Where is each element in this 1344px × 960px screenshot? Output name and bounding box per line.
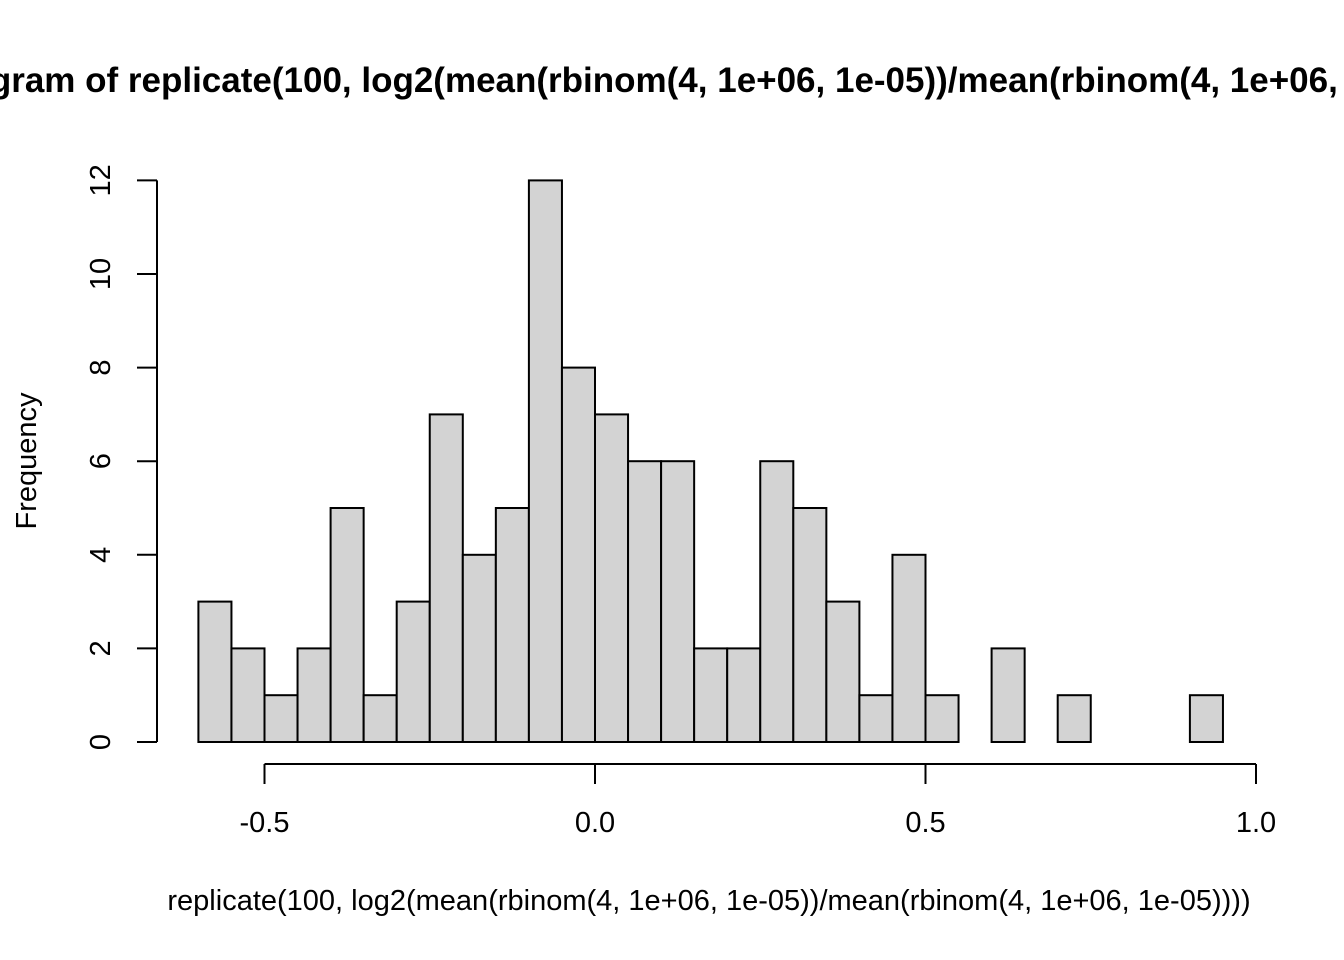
y-tick-label: 10 xyxy=(85,258,117,290)
y-tick-label: 2 xyxy=(85,640,117,656)
x-tick-label: 0.0 xyxy=(575,807,615,839)
y-tick-label: 6 xyxy=(85,453,117,469)
histogram-bar xyxy=(1056,694,1092,744)
histogram-bar xyxy=(461,553,497,743)
y-axis-label: Frequency xyxy=(11,392,43,530)
histogram-bar xyxy=(560,366,597,743)
y-tick-label: 4 xyxy=(85,547,117,563)
histogram-bar xyxy=(924,694,960,744)
histogram-bars xyxy=(197,179,1224,744)
histogram-bar xyxy=(792,507,828,743)
histogram-bar xyxy=(891,553,927,743)
x-tick-label: -0.5 xyxy=(240,807,290,839)
histogram-bar xyxy=(858,694,894,744)
x-tick-label: 0.5 xyxy=(905,807,945,839)
histogram-bar xyxy=(494,507,530,743)
histogram-bar xyxy=(296,647,332,744)
histogram-bar xyxy=(660,460,696,743)
histogram-bar xyxy=(990,647,1026,744)
y-axis: 0 2 4 6 8 10 12 xyxy=(85,164,158,750)
histogram-bar xyxy=(329,507,365,743)
x-axis: -0.5 0.0 0.5 1.0 xyxy=(240,763,1276,839)
histogram-bar xyxy=(726,647,762,744)
histogram-bar xyxy=(1188,694,1224,744)
y-tick-label: 8 xyxy=(85,360,117,376)
chart-title: Histogram of replicate(100, log2(mean(rb… xyxy=(0,61,1344,100)
y-tick-label: 12 xyxy=(85,164,117,196)
histogram-bar xyxy=(759,460,795,743)
histogram-bar xyxy=(527,179,563,743)
histogram-bar xyxy=(594,413,630,743)
histogram-bar xyxy=(825,600,861,743)
x-axis-label: replicate(100, log2(mean(rbinom(4, 1e+06… xyxy=(167,885,1250,917)
histogram-bar xyxy=(693,647,729,744)
histogram-bar xyxy=(197,600,233,743)
histogram-bar xyxy=(263,694,299,744)
histogram-bar xyxy=(230,647,266,744)
histogram-bar xyxy=(627,460,663,743)
y-tick-label: 0 xyxy=(85,734,117,750)
x-tick-label: 1.0 xyxy=(1236,807,1276,839)
histogram-bar xyxy=(395,600,431,743)
histogram-bar xyxy=(362,694,398,744)
histogram-bar xyxy=(428,413,464,743)
